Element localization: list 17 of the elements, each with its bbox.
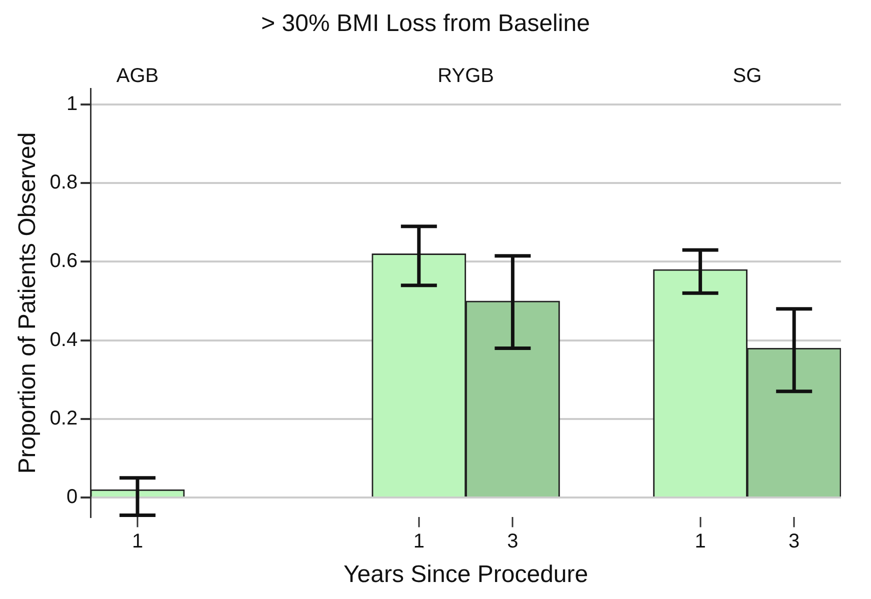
y-tick-label: 1 <box>66 93 78 116</box>
y-tick-label: 0.6 <box>50 250 78 272</box>
y-tick-label: 0.2 <box>50 407 78 430</box>
text: AGB <box>116 65 159 88</box>
x-tick-label: 1 <box>132 530 144 553</box>
x-tick-label: 1 <box>694 530 706 553</box>
y-axis-title: Proportion of Patients Observed <box>14 132 42 474</box>
chart-title: > 30% BMI Loss from Baseline <box>261 10 590 38</box>
text: RYGB <box>438 65 494 88</box>
y-tick-label: 0.8 <box>50 172 78 194</box>
text: SG <box>732 65 762 88</box>
y-tick-label: 0 <box>66 486 78 508</box>
x-tick-label: 3 <box>788 530 800 553</box>
x-tick-label: 1 <box>413 530 424 553</box>
y-tick-label: 0.4 <box>50 328 78 351</box>
x-axis-title: Years Since Procedure <box>344 561 588 588</box>
x-tick-label: 3 <box>507 530 518 553</box>
